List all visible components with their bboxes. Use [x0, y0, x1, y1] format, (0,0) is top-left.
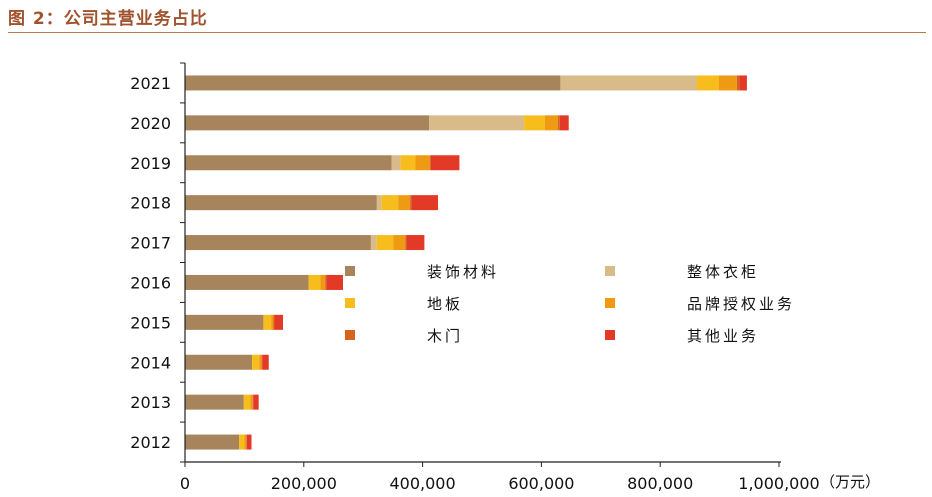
title-divider — [8, 32, 926, 33]
bar-2017-series-2 — [376, 235, 394, 251]
legend-swatch-0 — [345, 266, 355, 276]
x-tick-label-0: 0 — [180, 474, 190, 493]
y-tick-label-2014: 2014 — [130, 353, 171, 372]
x-tick-label-5: 1,000,000 — [738, 474, 819, 493]
bars-layer — [185, 75, 747, 450]
bar-2020-series-2 — [524, 115, 545, 131]
x-axis-unit: （万元） — [820, 473, 880, 491]
bar-2012-series-5 — [246, 434, 252, 450]
y-tick-label-2020: 2020 — [130, 114, 171, 133]
bar-2016-series-4 — [325, 274, 327, 290]
bar-2020-series-3 — [544, 115, 559, 131]
legend-label-3: 品牌授权业务 — [687, 295, 795, 313]
bar-2021-series-3 — [719, 75, 737, 91]
bar-2013-series-0 — [185, 394, 244, 410]
bar-2014-series-3 — [259, 354, 262, 370]
y-tick-label-2018: 2018 — [130, 194, 171, 213]
axes-layer — [180, 62, 781, 467]
bar-2017-series-0 — [185, 235, 371, 251]
bar-2020-series-0 — [185, 115, 430, 131]
bar-2019-series-5 — [430, 155, 460, 171]
bar-2021-series-4 — [736, 75, 740, 91]
bar-2018-series-4 — [410, 195, 412, 211]
y-tick-label-2015: 2015 — [130, 313, 171, 332]
bar-2014-series-2 — [252, 354, 260, 370]
legend-label-4: 木门 — [427, 327, 463, 345]
bar-2019-series-0 — [185, 155, 392, 171]
bar-2020-series-1 — [429, 115, 525, 131]
bar-2015-series-4 — [273, 314, 275, 330]
y-tick-label-2013: 2013 — [130, 393, 171, 412]
bar-2016-series-5 — [326, 274, 343, 290]
bar-2019-series-4 — [429, 155, 431, 171]
bar-2018-series-0 — [185, 195, 377, 211]
bar-2015-series-0 — [185, 314, 264, 330]
y-tick-label-2012: 2012 — [130, 433, 171, 452]
bar-2021-series-0 — [185, 75, 561, 91]
x-tick-label-2: 400,000 — [390, 474, 456, 493]
legend-swatch-1 — [605, 266, 615, 276]
y-tick-label-2016: 2016 — [130, 273, 171, 292]
bar-2017-series-5 — [406, 235, 425, 251]
legend-swatch-5 — [605, 330, 615, 340]
y-tick-label-2017: 2017 — [130, 234, 171, 253]
bar-2018-series-1 — [376, 195, 382, 211]
y-tick-label-2019: 2019 — [130, 154, 171, 173]
bar-2015-series-3 — [271, 314, 274, 330]
bar-2012-series-3 — [244, 434, 247, 450]
bar-2012-series-4 — [246, 434, 247, 450]
bar-2017-series-4 — [405, 235, 407, 251]
bar-2020-series-5 — [559, 115, 569, 131]
bar-2021-series-2 — [697, 75, 720, 91]
bar-2018-series-2 — [381, 195, 399, 211]
legend-label-1: 整体衣柜 — [687, 263, 759, 281]
bar-2012-series-2 — [239, 434, 245, 450]
x-tick-label-1: 200,000 — [271, 474, 337, 493]
legend-label-2: 地板 — [427, 295, 463, 313]
bar-2013-series-4 — [252, 394, 254, 410]
y-tick-label-2021: 2021 — [130, 74, 171, 93]
bar-2019-series-3 — [415, 155, 430, 171]
bar-2017-series-1 — [370, 235, 377, 251]
bar-2016-series-3 — [320, 274, 326, 290]
bar-2021-series-5 — [739, 75, 747, 91]
bar-2014-series-5 — [262, 354, 269, 370]
bar-2015-series-2 — [263, 314, 272, 330]
figure-title: 图 2：公司主营业务占比 — [8, 9, 208, 29]
bar-2014-series-0 — [185, 354, 253, 370]
bar-2018-series-5 — [411, 195, 439, 211]
bar-2015-series-5 — [274, 314, 284, 330]
bar-2014-series-4 — [261, 354, 263, 370]
legend-label-0: 装饰材料 — [427, 263, 499, 281]
bar-2016-series-0 — [185, 274, 309, 290]
bar-2019-series-2 — [400, 155, 416, 171]
legend-swatch-2 — [345, 298, 355, 308]
x-tick-label-3: 600,000 — [508, 474, 574, 493]
bar-2019-series-1 — [391, 155, 401, 171]
bar-2020-series-4 — [558, 115, 560, 131]
x-tick-label-4: 800,000 — [627, 474, 693, 493]
bar-2013-series-2 — [243, 394, 251, 410]
legend-label-5: 其他业务 — [687, 327, 759, 345]
bar-2013-series-3 — [250, 394, 253, 410]
bar-2012-series-0 — [185, 434, 240, 450]
legend-swatch-3 — [605, 298, 615, 308]
bar-2021-series-1 — [560, 75, 698, 91]
x-tick-labels: 0 200,000 400,000 600,000 800,000 1,000,000 — [180, 474, 820, 493]
bar-2017-series-3 — [393, 235, 406, 251]
bar-2016-series-2 — [308, 274, 321, 290]
bar-2018-series-3 — [398, 195, 411, 211]
bar-2013-series-5 — [253, 394, 259, 410]
legend-swatch-4 — [345, 330, 355, 340]
y-tick-labels: 2021 2020 2019 2018 2017 2016 2015 2014 2013 2012 — [130, 74, 171, 452]
